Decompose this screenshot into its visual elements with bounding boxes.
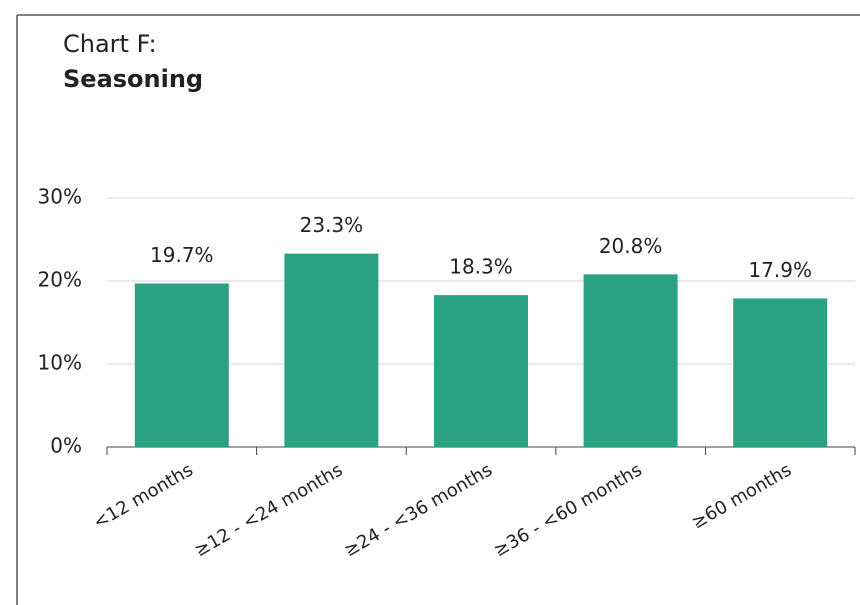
value-label: 17.9% xyxy=(748,258,812,282)
bar xyxy=(284,253,379,447)
y-tick-label: 10% xyxy=(38,351,82,375)
x-tick-label: ≥24 - <36 months xyxy=(340,459,496,561)
value-label: 18.3% xyxy=(449,255,513,279)
chart-title: Chart F: xyxy=(63,30,157,58)
bar xyxy=(434,295,528,447)
chart-subtitle: Seasoning xyxy=(63,65,203,93)
value-label: 20.8% xyxy=(599,234,663,258)
y-tick-label: 20% xyxy=(38,268,82,292)
bar xyxy=(583,274,678,447)
x-tick-label: <12 months xyxy=(90,459,197,533)
bar xyxy=(733,298,828,447)
y-tick-label: 30% xyxy=(38,185,82,209)
x-tick-label: ≥12 - <24 months xyxy=(191,459,347,561)
bar xyxy=(134,283,229,447)
x-tick-label: ≥60 months xyxy=(688,459,795,533)
x-tick-label: ≥36 - <60 months xyxy=(490,459,646,561)
value-label: 23.3% xyxy=(300,213,364,237)
value-label: 19.7% xyxy=(150,243,214,267)
y-tick-label: 0% xyxy=(50,434,82,458)
